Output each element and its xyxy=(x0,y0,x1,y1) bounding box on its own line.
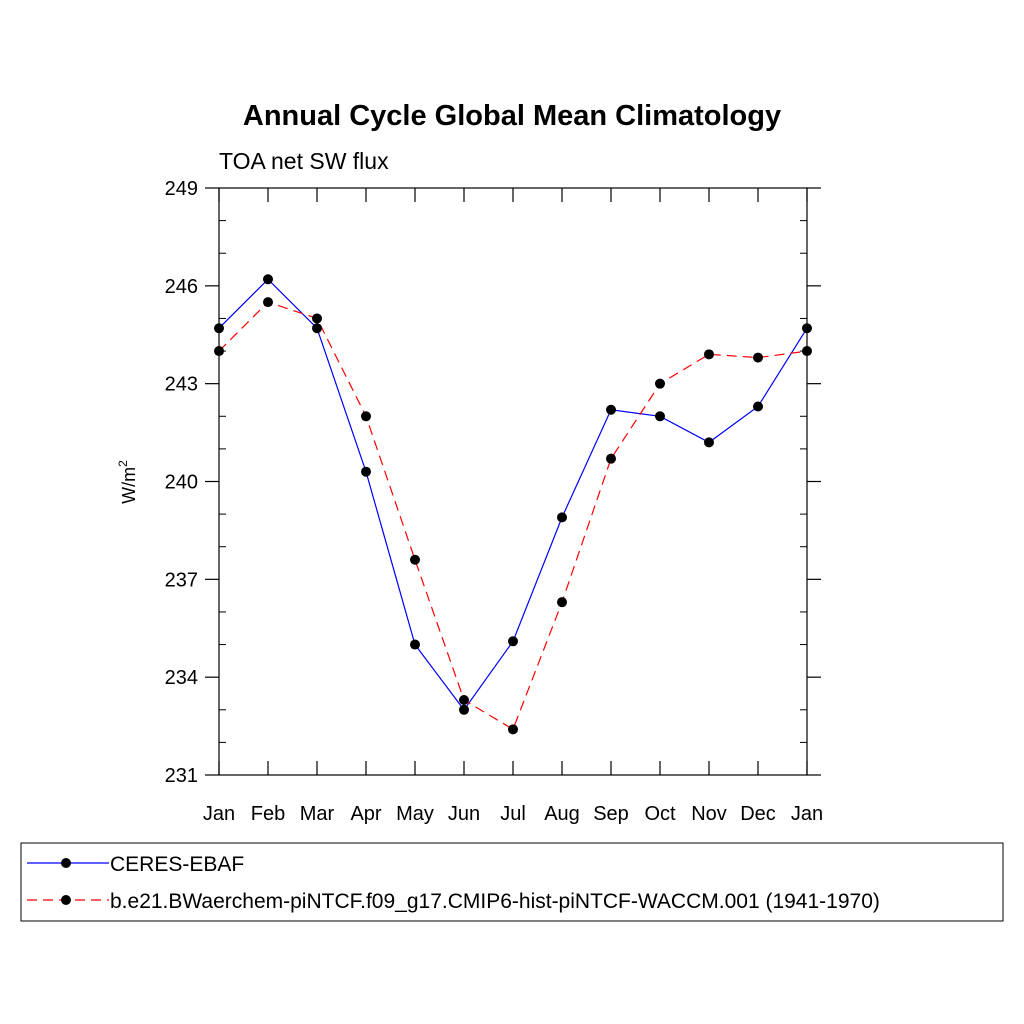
series-1-point xyxy=(361,411,371,422)
series-0-point xyxy=(312,323,322,334)
y-axis-label-text: W/m xyxy=(119,467,139,504)
y-tick-label: 234 xyxy=(165,667,198,689)
series-0-point xyxy=(410,639,420,650)
x-tick-label: Oct xyxy=(644,803,676,825)
y-axis-label: W/m2 xyxy=(116,460,139,504)
legend-marker-model xyxy=(61,895,71,905)
y-tick-label: 249 xyxy=(165,178,198,200)
y-tick-label: 231 xyxy=(165,765,198,787)
series-1-point xyxy=(459,694,469,705)
legend-label-ceres: CERES-EBAF xyxy=(110,853,244,876)
series-1-point xyxy=(214,346,224,357)
chart-title: Annual Cycle Global Mean Climatology xyxy=(243,100,781,132)
series-1-point xyxy=(410,554,420,565)
series-0-point xyxy=(214,323,224,334)
x-tick-label: Dec xyxy=(740,803,776,825)
x-tick-label: May xyxy=(396,803,434,825)
series-0-point xyxy=(704,437,714,448)
series-1-point xyxy=(312,313,322,324)
series-0-point xyxy=(655,411,665,422)
legend-marker-ceres xyxy=(61,858,71,868)
series-0-point xyxy=(557,512,567,523)
y-axis: 231 234 237 240 243 246 249 xyxy=(165,178,821,787)
x-axis: Jan Feb Mar Apr May Jun Jul Aug Sep Oct Nov Dec Jan xyxy=(203,188,823,825)
series-line-1 xyxy=(218,301,808,731)
series-layer xyxy=(214,274,812,735)
x-tick-label: Jan xyxy=(791,803,823,825)
x-tick-label: Apr xyxy=(350,803,381,825)
series-0-point xyxy=(802,323,812,334)
series-1-point xyxy=(606,453,616,464)
x-tick-label: Feb xyxy=(251,803,285,825)
series-1-point xyxy=(557,597,567,608)
x-tick-label: Aug xyxy=(544,803,580,825)
series-0-point xyxy=(508,636,518,647)
chart-subtitle: TOA net SW flux xyxy=(219,148,389,174)
legend: CERES-EBAF b.e21.BWaerchem-piNTCF.f09_g1… xyxy=(20,842,1004,922)
y-tick-label: 246 xyxy=(165,276,198,298)
y-tick-label: 243 xyxy=(165,374,198,396)
legend-label-model: b.e21.BWaerchem-piNTCF.f09_g17.CMIP6-his… xyxy=(110,890,880,913)
series-0-point xyxy=(361,466,371,477)
series-1-point xyxy=(753,352,763,363)
x-tick-label: Jan xyxy=(203,803,235,825)
svg-text:W/m2: W/m2 xyxy=(116,460,139,504)
series-1-point xyxy=(704,349,714,360)
x-tick-label: Mar xyxy=(300,803,335,825)
x-tick-label: Nov xyxy=(691,803,727,825)
y-axis-label-superscript: 2 xyxy=(116,460,130,467)
series-0-point xyxy=(459,704,469,715)
series-1-point xyxy=(508,724,518,735)
series-0-point xyxy=(263,274,273,285)
series-1-point xyxy=(263,297,273,308)
y-tick-label: 240 xyxy=(165,472,198,494)
x-tick-label: Jun xyxy=(448,803,480,825)
series-0-point xyxy=(753,401,763,412)
series-1-point xyxy=(655,378,665,389)
series-0-point xyxy=(606,404,616,415)
x-tick-label: Jul xyxy=(500,803,526,825)
series-1-point xyxy=(802,346,812,357)
x-tick-label: Sep xyxy=(593,803,629,825)
y-tick-label: 237 xyxy=(165,569,198,591)
plot-frame xyxy=(218,187,808,776)
